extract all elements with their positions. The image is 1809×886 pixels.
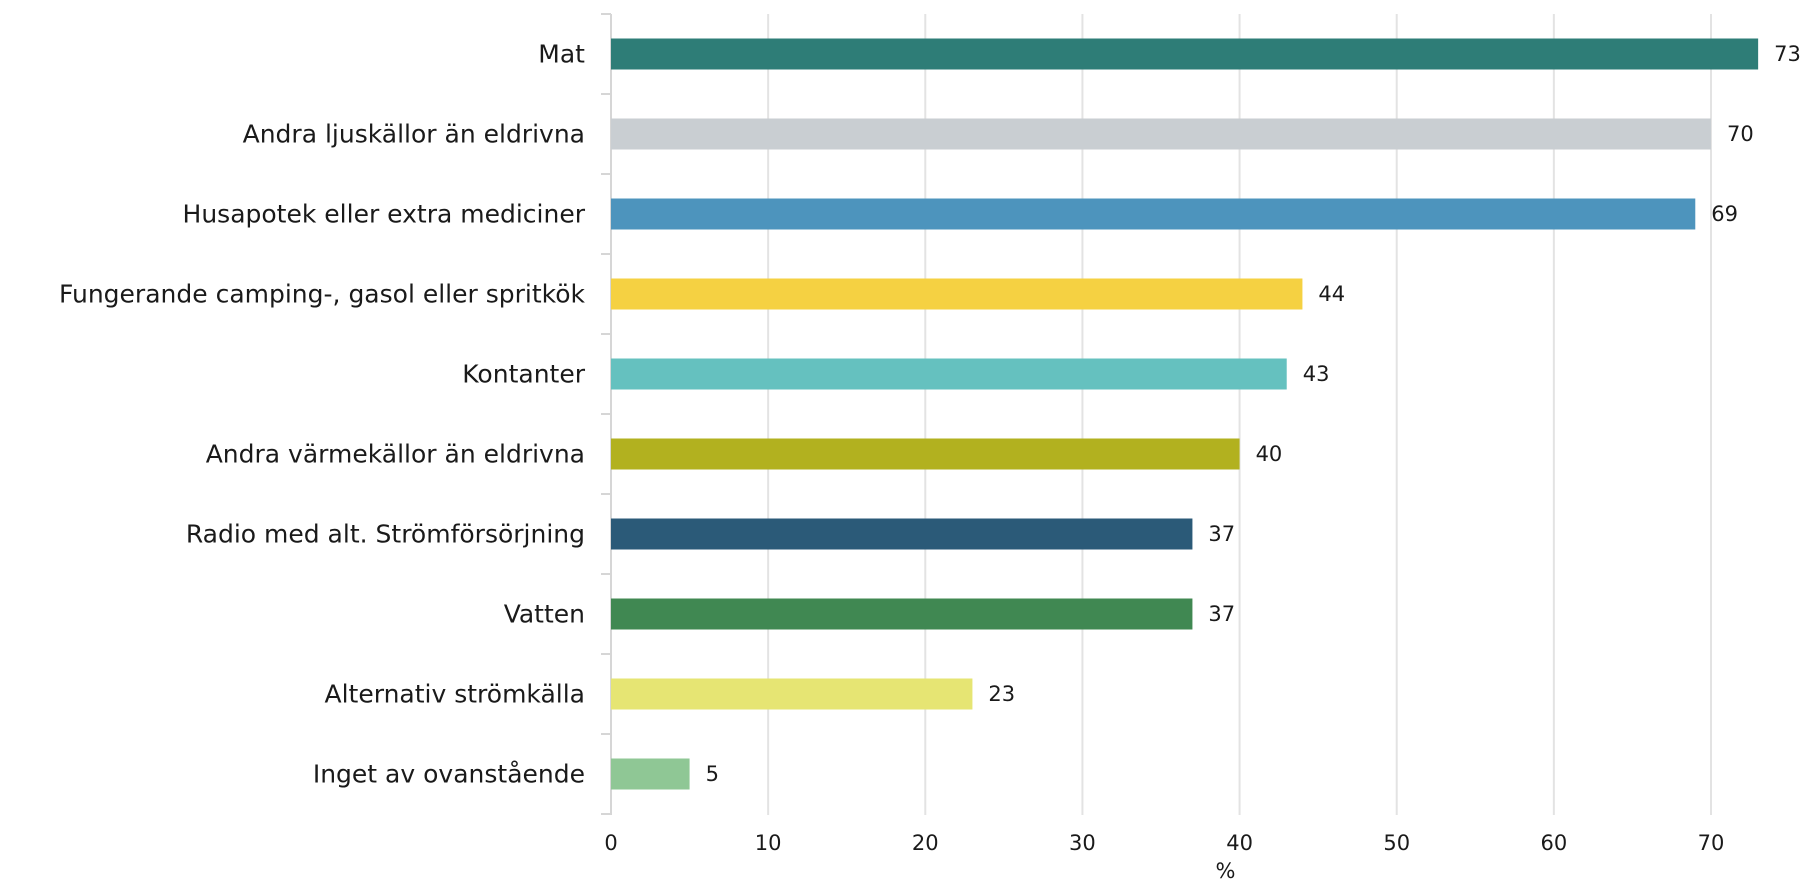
bar	[611, 598, 1193, 630]
bar	[611, 198, 1696, 230]
bar	[611, 358, 1287, 390]
x-axis-title: %	[1215, 859, 1235, 883]
category-label: Andra ljuskällor än eldrivna	[243, 120, 585, 149]
bar	[611, 118, 1711, 150]
category-label: Husapotek eller extra mediciner	[183, 200, 586, 229]
x-tick-label: 30	[1069, 831, 1096, 855]
bar	[611, 38, 1759, 70]
x-tick-label: 50	[1383, 831, 1410, 855]
data-label: 44	[1318, 282, 1345, 306]
x-tick-label: 60	[1540, 831, 1567, 855]
category-label: Radio med alt. Strömförsörjning	[186, 520, 585, 549]
category-label: Alternativ strömkälla	[325, 680, 586, 709]
value-labels: 73 70 69 44 43 40 37 37 23 5	[706, 42, 1801, 786]
bar	[611, 518, 1193, 550]
bars	[611, 38, 1759, 790]
data-label: 5	[706, 762, 719, 786]
bar	[611, 758, 690, 790]
bar	[611, 438, 1240, 470]
data-label: 37	[1208, 602, 1235, 626]
y-axis-tick-marks	[601, 13, 611, 815]
x-tick-label: 10	[755, 831, 782, 855]
x-tick-label: 20	[912, 831, 939, 855]
data-label: 70	[1727, 122, 1754, 146]
bar	[611, 278, 1303, 310]
bar	[611, 678, 973, 710]
category-label: Vatten	[504, 600, 585, 629]
category-label: Fungerande camping-, gasol eller spritkö…	[59, 280, 586, 309]
category-labels: Mat Andra ljuskällor än eldrivna Husapotek…	[59, 40, 586, 789]
x-axis-tick-labels: 0 10 20 30 40 50 60 70	[604, 831, 1724, 855]
x-tick-label: 70	[1698, 831, 1725, 855]
data-label: 43	[1303, 362, 1330, 386]
data-label: 37	[1208, 522, 1235, 546]
category-label: Kontanter	[462, 360, 585, 389]
category-label: Inget av ovanstående	[313, 760, 585, 789]
data-label: 23	[988, 682, 1015, 706]
category-label: Andra värmekällor än eldrivna	[206, 440, 585, 469]
data-label: 73	[1774, 42, 1801, 66]
category-label: Mat	[538, 40, 585, 69]
x-tick-label: 40	[1226, 831, 1253, 855]
data-label: 69	[1711, 202, 1738, 226]
data-label: 40	[1256, 442, 1283, 466]
x-tick-label: 0	[604, 831, 617, 855]
